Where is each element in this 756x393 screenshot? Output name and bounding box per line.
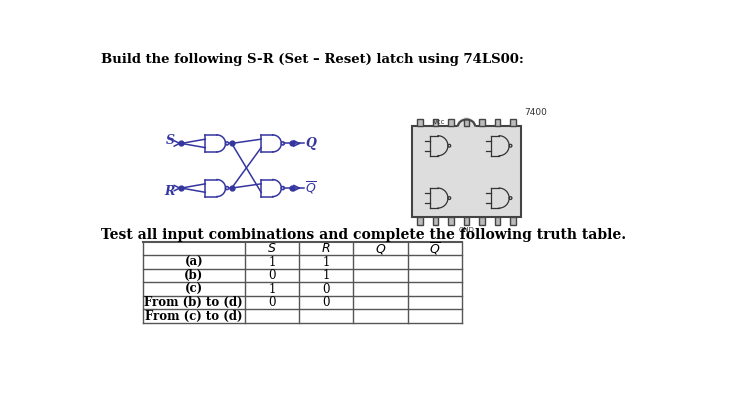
Text: 0: 0 <box>323 283 330 296</box>
Text: 7400: 7400 <box>525 108 547 117</box>
Text: (c): (c) <box>184 283 203 296</box>
Bar <box>432 119 438 127</box>
Text: GND: GND <box>459 227 475 233</box>
Bar <box>510 119 516 127</box>
Bar <box>510 217 516 225</box>
Text: Q: Q <box>305 137 316 150</box>
Text: $\overline{Q}$: $\overline{Q}$ <box>429 241 441 257</box>
Bar <box>463 119 469 127</box>
Text: Build the following S-R (Set – Reset) latch using 74LS00:: Build the following S-R (Set – Reset) la… <box>101 53 524 66</box>
Text: From (c) to (d): From (c) to (d) <box>145 310 243 323</box>
Bar <box>448 119 454 127</box>
Bar <box>463 217 469 225</box>
Text: (a): (a) <box>184 256 203 269</box>
Text: Vcc: Vcc <box>433 119 445 125</box>
Text: 0: 0 <box>268 269 276 282</box>
Text: $S$: $S$ <box>267 242 277 255</box>
Text: $Q$: $Q$ <box>375 242 386 256</box>
Text: 1: 1 <box>268 283 276 296</box>
Text: 1: 1 <box>268 256 276 269</box>
Wedge shape <box>458 118 475 127</box>
Bar <box>448 217 454 225</box>
Bar <box>494 119 500 127</box>
Text: Test all input combinations and complete the following truth table.: Test all input combinations and complete… <box>101 228 626 242</box>
Bar <box>412 127 521 217</box>
Text: 0: 0 <box>323 296 330 309</box>
Bar <box>494 217 500 225</box>
Bar <box>432 217 438 225</box>
Text: (b): (b) <box>184 269 203 282</box>
Text: $\overline{Q}$: $\overline{Q}$ <box>305 180 317 196</box>
Text: From (b) to (d): From (b) to (d) <box>144 296 243 309</box>
Bar <box>479 119 485 127</box>
Bar <box>479 217 485 225</box>
Bar <box>417 119 423 127</box>
Text: 0: 0 <box>268 296 276 309</box>
Text: S: S <box>166 134 175 147</box>
Text: 1: 1 <box>323 269 330 282</box>
Text: R: R <box>165 185 175 198</box>
Text: 1: 1 <box>323 256 330 269</box>
Bar <box>417 217 423 225</box>
Text: $R$: $R$ <box>321 242 331 255</box>
